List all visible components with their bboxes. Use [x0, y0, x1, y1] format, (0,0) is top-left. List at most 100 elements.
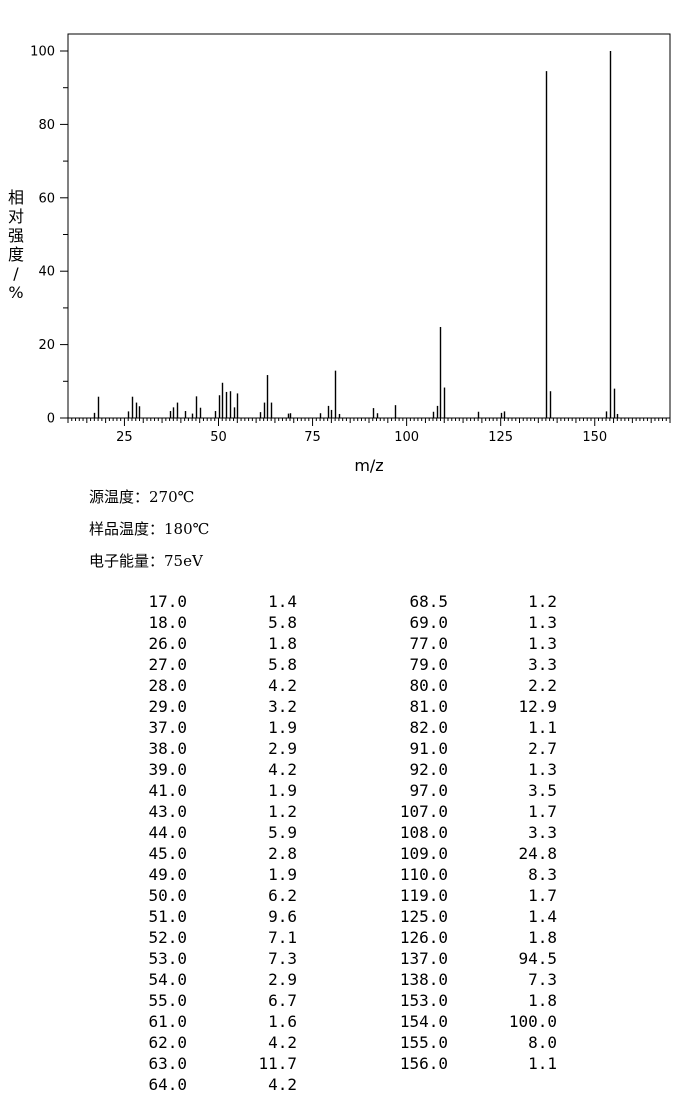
- y-tick-label: 100: [30, 45, 55, 60]
- table-row: 154.0 100.0: [0, 1011, 696, 1032]
- table-row: 79.0 3.3: [0, 654, 696, 675]
- mz-value: 17.0: [148, 592, 187, 611]
- mz-value: 126.0: [399, 928, 448, 947]
- table-row: 82.0 1.1: [0, 717, 696, 738]
- table-row: 92.0 1.3: [0, 759, 696, 780]
- table-row: 91.0 2.7: [0, 738, 696, 759]
- intensity-value: 1.9: [268, 781, 297, 800]
- mz-value: 155.0: [399, 1033, 448, 1052]
- table-row: 50.0 6.2: [0, 885, 696, 906]
- table-row: 45.0 2.8: [0, 843, 696, 864]
- intensity-value: 3.5: [528, 781, 557, 800]
- table-row: 17.0 1.4: [0, 591, 696, 612]
- intensity-value: 1.6: [268, 1012, 297, 1031]
- mz-value: 18.0: [148, 613, 187, 632]
- intensity-value: 8.0: [528, 1033, 557, 1052]
- table-row: 138.0 7.3: [0, 969, 696, 990]
- x-tick-label: 75: [304, 430, 321, 445]
- y-tick-label: 20: [38, 338, 55, 353]
- y-tick-label: 0: [47, 412, 55, 427]
- intensity-value: 1.2: [528, 592, 557, 611]
- mz-value: 55.0: [148, 991, 187, 1010]
- mz-value: 26.0: [148, 634, 187, 653]
- mz-value: 61.0: [148, 1012, 187, 1031]
- table-row: 155.0 8.0: [0, 1032, 696, 1053]
- mz-value: 137.0: [399, 949, 448, 968]
- table-row: 38.0 2.9: [0, 738, 696, 759]
- y-axis-title-char: 度: [7, 245, 24, 264]
- mz-value: 37.0: [148, 718, 187, 737]
- mz-value: 41.0: [148, 781, 187, 800]
- table-row: 64.0 4.2: [0, 1074, 696, 1095]
- mz-value: 153.0: [399, 991, 448, 1010]
- x-axis: 25 50 75 100 125 150: [67, 418, 671, 445]
- table-row: 26.0 1.8: [0, 633, 696, 654]
- electron-energy: 电子能量：75eV: [89, 552, 203, 570]
- mz-value: 107.0: [399, 802, 448, 821]
- intensity-value: 1.1: [528, 1054, 557, 1073]
- intensity-value: 4.2: [268, 1033, 297, 1052]
- sample-temperature: 样品温度：180℃: [89, 520, 210, 538]
- mz-value: 110.0: [399, 865, 448, 884]
- table-row: 81.0 12.9: [0, 696, 696, 717]
- mz-value: 45.0: [148, 844, 187, 863]
- intensity-value: 100.0: [508, 1012, 557, 1031]
- x-axis-title: m/z: [354, 456, 383, 475]
- mz-value: 43.0: [148, 802, 187, 821]
- table-row: 41.0 1.9: [0, 780, 696, 801]
- table-row: 69.0 1.3: [0, 612, 696, 633]
- y-axis-title-char: 对: [7, 207, 24, 226]
- source-temperature: 源温度：270℃: [89, 488, 195, 506]
- table-row: 44.0 5.9: [0, 822, 696, 843]
- intensity-value: 2.8: [268, 844, 297, 863]
- mz-value: 39.0: [148, 760, 187, 779]
- table-row: 126.0 1.8: [0, 927, 696, 948]
- mz-value: 62.0: [148, 1033, 187, 1052]
- table-row: 137.0 94.5: [0, 948, 696, 969]
- table-row: 37.0 1.9: [0, 717, 696, 738]
- table-row: 51.0 9.6: [0, 906, 696, 927]
- mz-value: 28.0: [148, 676, 187, 695]
- intensity-value: 4.2: [268, 760, 297, 779]
- mz-value: 44.0: [148, 823, 187, 842]
- y-tick-label: 60: [38, 191, 55, 206]
- mz-value: 80.0: [409, 676, 448, 695]
- table-row: 119.0 1.7: [0, 885, 696, 906]
- intensity-value: 94.5: [518, 949, 557, 968]
- mz-value: 125.0: [399, 907, 448, 926]
- mz-value: 119.0: [399, 886, 448, 905]
- intensity-value: 8.3: [528, 865, 557, 884]
- table-row: 108.0 3.3: [0, 822, 696, 843]
- table-row: 107.0 1.7: [0, 801, 696, 822]
- y-axis-title-char: 强: [7, 226, 24, 245]
- intensity-value: 5.8: [268, 613, 297, 632]
- intensity-value: 2.2: [528, 676, 557, 695]
- x-tick-label: 25: [116, 430, 133, 445]
- intensity-value: 12.9: [518, 697, 557, 716]
- mz-value: 68.5: [409, 592, 448, 611]
- table-row: 61.0 1.6: [0, 1011, 696, 1032]
- intensity-value: 1.3: [528, 613, 557, 632]
- y-axis-title-char: /: [13, 264, 19, 283]
- intensity-value: 3.3: [528, 823, 557, 842]
- mz-value: 27.0: [148, 655, 187, 674]
- table-row: 63.0 11.7: [0, 1053, 696, 1074]
- mz-value: 92.0: [409, 760, 448, 779]
- mass-spectrum-chart: 25 50 75 100 125 150 0 20 40 60 80 100 m/z: [30, 33, 671, 475]
- intensity-value: 11.7: [258, 1054, 297, 1073]
- table-row: 39.0 4.2: [0, 759, 696, 780]
- intensity-value: 24.8: [518, 844, 557, 863]
- table-row: 125.0 1.4: [0, 906, 696, 927]
- y-tick-label: 40: [38, 265, 55, 280]
- mz-value: 63.0: [148, 1054, 187, 1073]
- table-row: 49.0 1.9: [0, 864, 696, 885]
- intensity-value: 1.8: [268, 634, 297, 653]
- mz-value: 51.0: [148, 907, 187, 926]
- mz-value: 29.0: [148, 697, 187, 716]
- intensity-value: 1.7: [528, 886, 557, 905]
- mz-value: 81.0: [409, 697, 448, 716]
- mz-value: 64.0: [148, 1075, 187, 1094]
- table-row: 153.0 1.8: [0, 990, 696, 1011]
- intensity-value: 1.2: [268, 802, 297, 821]
- spectrum-peaks: [93, 51, 619, 418]
